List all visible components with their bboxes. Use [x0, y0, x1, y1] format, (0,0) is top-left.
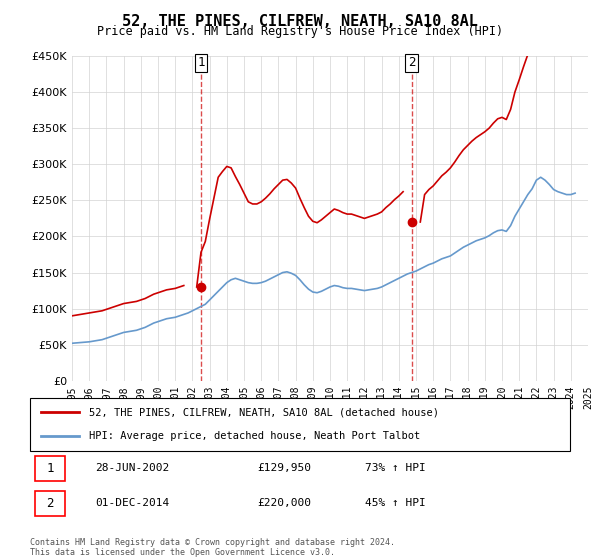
FancyBboxPatch shape [30, 398, 570, 451]
Text: Contains HM Land Registry data © Crown copyright and database right 2024.
This d: Contains HM Land Registry data © Crown c… [30, 538, 395, 557]
FancyBboxPatch shape [35, 456, 65, 481]
Text: 73% ↑ HPI: 73% ↑ HPI [365, 463, 425, 473]
Text: Price paid vs. HM Land Registry's House Price Index (HPI): Price paid vs. HM Land Registry's House … [97, 25, 503, 38]
Text: 1: 1 [47, 462, 54, 475]
Text: £129,950: £129,950 [257, 463, 311, 473]
Text: £220,000: £220,000 [257, 498, 311, 508]
Text: 2: 2 [408, 56, 415, 69]
Text: HPI: Average price, detached house, Neath Port Talbot: HPI: Average price, detached house, Neat… [89, 431, 421, 441]
Text: 52, THE PINES, CILFREW, NEATH, SA10 8AL (detached house): 52, THE PINES, CILFREW, NEATH, SA10 8AL … [89, 408, 439, 418]
Text: 2: 2 [47, 497, 54, 510]
Text: 01-DEC-2014: 01-DEC-2014 [95, 498, 169, 508]
Text: 52, THE PINES, CILFREW, NEATH, SA10 8AL: 52, THE PINES, CILFREW, NEATH, SA10 8AL [122, 14, 478, 29]
Text: 1: 1 [197, 56, 205, 69]
FancyBboxPatch shape [35, 491, 65, 516]
Text: 45% ↑ HPI: 45% ↑ HPI [365, 498, 425, 508]
Text: 28-JUN-2002: 28-JUN-2002 [95, 463, 169, 473]
